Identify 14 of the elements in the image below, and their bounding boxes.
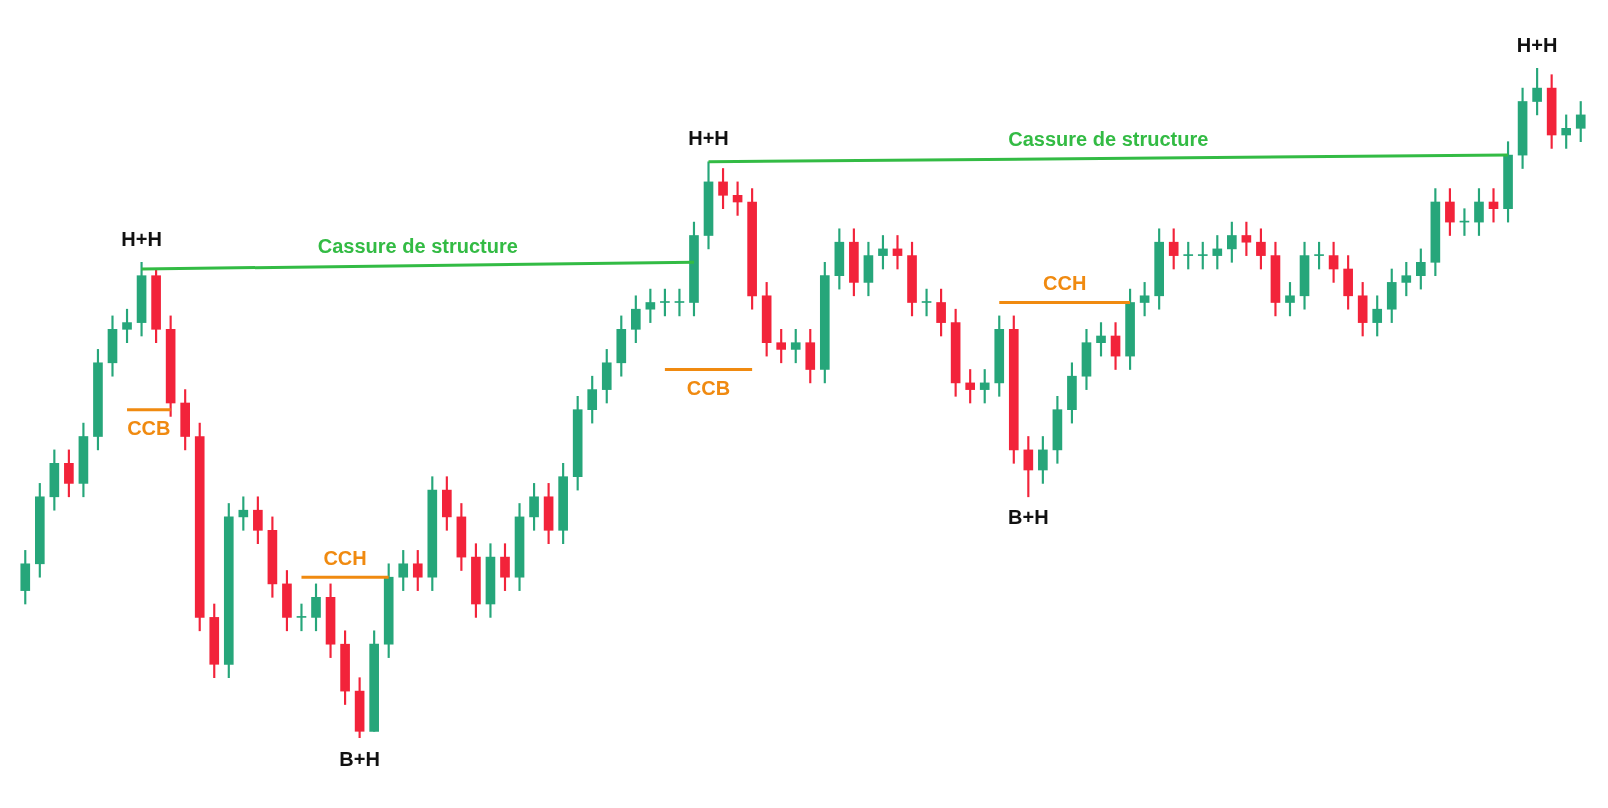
candlestick xyxy=(296,603,307,632)
annotation: B+H xyxy=(339,747,380,770)
series-label: CCB xyxy=(127,417,171,440)
series-label: CCB xyxy=(686,377,731,400)
series-label: Cassure de structure xyxy=(1008,127,1209,150)
series-label: CCH xyxy=(1042,272,1087,295)
series-label: CCH xyxy=(323,546,367,569)
annotation: B+H xyxy=(1008,506,1049,529)
annotation: H+H xyxy=(1516,33,1558,56)
annotation: H+H xyxy=(688,127,729,150)
candlestick xyxy=(921,288,932,317)
annotation: H+H xyxy=(121,227,162,250)
series-label: Cassure de structure xyxy=(317,235,518,258)
candlestick xyxy=(674,288,685,317)
